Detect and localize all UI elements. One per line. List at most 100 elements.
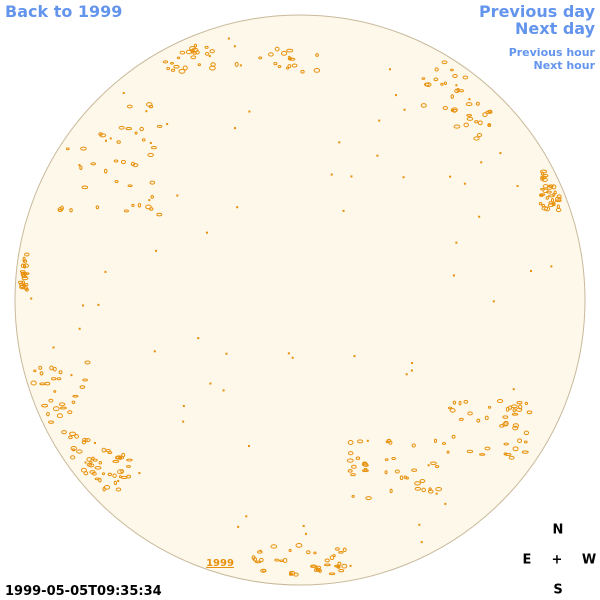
speck bbox=[337, 564, 341, 569]
speck bbox=[550, 265, 553, 268]
speck bbox=[503, 420, 509, 426]
speck bbox=[116, 140, 121, 144]
speck bbox=[68, 435, 73, 440]
speck bbox=[541, 177, 548, 183]
speck bbox=[421, 77, 426, 80]
speck bbox=[147, 152, 154, 158]
speck bbox=[210, 62, 216, 67]
speck bbox=[353, 355, 356, 358]
speck bbox=[82, 378, 88, 382]
speck bbox=[51, 377, 57, 381]
next-day-link[interactable]: Next day bbox=[515, 19, 596, 38]
speck bbox=[155, 249, 158, 252]
speck bbox=[273, 62, 278, 66]
speck bbox=[114, 179, 119, 184]
speck bbox=[538, 202, 543, 206]
speck bbox=[102, 486, 106, 492]
speck bbox=[434, 464, 440, 469]
speck bbox=[449, 175, 452, 178]
speck bbox=[335, 547, 340, 551]
speck bbox=[365, 496, 372, 501]
speck bbox=[300, 69, 305, 74]
speck bbox=[338, 141, 341, 144]
speck bbox=[82, 437, 88, 443]
speck bbox=[350, 473, 356, 477]
speck bbox=[138, 472, 141, 475]
next-hour-link[interactable]: Next hour bbox=[534, 59, 596, 72]
speck bbox=[428, 487, 432, 492]
speck bbox=[204, 45, 209, 49]
speck bbox=[385, 440, 390, 444]
speck bbox=[418, 523, 421, 526]
speck bbox=[112, 459, 120, 463]
speck bbox=[420, 103, 427, 108]
speck bbox=[442, 442, 447, 446]
previous-day-link[interactable]: Previous day bbox=[479, 2, 596, 21]
speck bbox=[84, 360, 91, 365]
speck bbox=[258, 56, 263, 60]
speck bbox=[86, 457, 92, 462]
speck bbox=[458, 400, 462, 406]
speck bbox=[347, 440, 354, 445]
speck bbox=[81, 185, 89, 190]
speck bbox=[477, 120, 483, 126]
compass-west: W bbox=[582, 553, 596, 568]
year-link[interactable]: 1999 bbox=[206, 558, 234, 569]
speck bbox=[512, 408, 516, 413]
speck bbox=[556, 194, 562, 200]
speck bbox=[363, 467, 368, 472]
speck bbox=[455, 84, 458, 87]
speck bbox=[349, 564, 352, 567]
speck bbox=[60, 205, 64, 211]
speck bbox=[414, 486, 422, 491]
back-link[interactable]: Back to 1999 bbox=[5, 2, 122, 21]
speck bbox=[197, 337, 200, 340]
speck bbox=[169, 61, 175, 65]
speck bbox=[288, 57, 296, 61]
speck bbox=[508, 455, 515, 460]
speck bbox=[389, 488, 393, 494]
speck bbox=[107, 472, 112, 477]
speck bbox=[274, 558, 280, 562]
speck bbox=[270, 544, 278, 549]
speck bbox=[467, 411, 473, 416]
speck bbox=[466, 114, 472, 117]
speck bbox=[440, 82, 444, 86]
speck bbox=[350, 175, 353, 178]
speck bbox=[475, 101, 480, 106]
speck bbox=[524, 401, 529, 406]
speck bbox=[421, 487, 426, 493]
speck bbox=[94, 477, 100, 481]
speck bbox=[291, 356, 294, 359]
speck bbox=[545, 196, 549, 200]
speck bbox=[411, 443, 416, 448]
speck bbox=[21, 271, 26, 277]
speck bbox=[70, 455, 76, 460]
speck bbox=[295, 543, 303, 548]
speck bbox=[149, 180, 156, 185]
speck bbox=[455, 241, 458, 244]
speck bbox=[462, 75, 469, 80]
speck bbox=[83, 471, 89, 476]
speck bbox=[234, 127, 237, 130]
previous-hour-link[interactable]: Previous hour bbox=[509, 46, 596, 59]
speck bbox=[145, 110, 148, 113]
speck bbox=[20, 284, 24, 289]
speck bbox=[410, 369, 413, 372]
speck bbox=[182, 405, 185, 408]
speck bbox=[425, 82, 432, 87]
speck bbox=[91, 471, 97, 476]
speck bbox=[222, 389, 225, 392]
speck bbox=[52, 406, 60, 412]
speck bbox=[456, 88, 460, 93]
speck bbox=[166, 66, 171, 71]
speck bbox=[518, 404, 523, 410]
speck bbox=[190, 55, 197, 60]
speck bbox=[72, 394, 79, 398]
speck bbox=[503, 442, 509, 446]
speck bbox=[76, 449, 83, 454]
speck bbox=[122, 91, 125, 94]
speck bbox=[132, 163, 139, 168]
speck bbox=[262, 568, 267, 573]
speck bbox=[148, 199, 151, 202]
